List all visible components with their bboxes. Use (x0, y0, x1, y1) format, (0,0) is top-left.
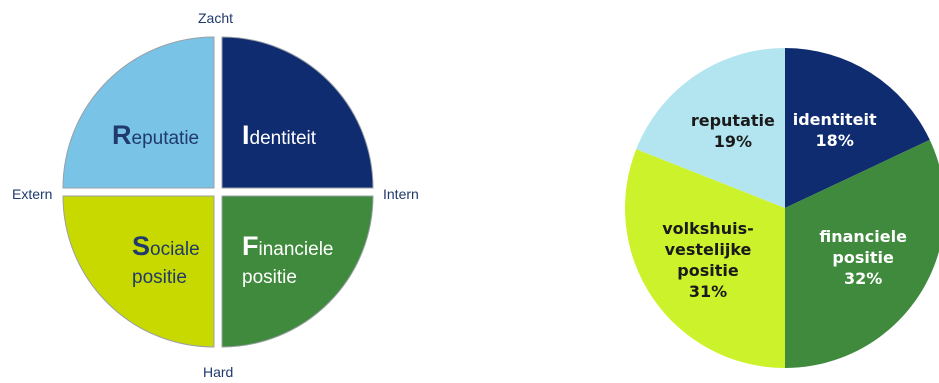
quadrant-sociale (62, 195, 215, 348)
pie-slice-3 (636, 48, 785, 208)
quadrant-text: inanciele (258, 239, 334, 260)
quadrant-initial: I (242, 120, 250, 150)
pie-percent-label: 19% (713, 132, 752, 152)
quadrant-financiele (221, 195, 374, 348)
pie-percent-label: 31% (688, 282, 728, 302)
quadrant-initial: F (242, 231, 259, 261)
quadrant-initial: R (112, 120, 132, 150)
axis-label-bottom: Hard (203, 364, 234, 380)
axis-label-left: Extern (12, 186, 53, 202)
quadrant-text: positie (242, 267, 297, 288)
quadrant-label-reputatie: Reputatie (112, 121, 199, 153)
pie-percent-label: 32% (843, 269, 883, 289)
pie-slice-0 (785, 48, 930, 208)
pie-slice-1 (785, 139, 939, 368)
pie-slice-label-2: volkshuis-vestelijke positie 31% (662, 218, 754, 302)
pie-category-label: vestelijke (664, 240, 752, 260)
pie-slice-label-3: reputatie 19% (691, 110, 775, 152)
pie-category-label: reputatie (690, 111, 775, 131)
quadrant-label-sociale: Sociale positie (132, 232, 200, 292)
quadrant-label-identiteit: Identiteit (242, 121, 316, 153)
quadrant-text: positie (132, 267, 187, 288)
pie-category-label: identiteit (792, 109, 877, 129)
pie-percent-label: 18% (815, 130, 854, 150)
quadrant-text: ociale (150, 239, 200, 260)
pie-category-label: volkshuis- (662, 219, 754, 239)
pie-slice-label-0: identiteit 18% (793, 109, 877, 151)
pie-category-label: positie (677, 261, 739, 281)
quadrant-text: dentiteit (249, 128, 317, 149)
quadrant-identiteit (221, 36, 374, 189)
quadrant-text: eputatie (131, 128, 200, 149)
pie-slice-label-1: financiele positie 32% (819, 226, 907, 289)
axis-label-right: Intern (383, 186, 419, 202)
pie-slice-2 (625, 149, 785, 368)
pie-category-label: positie (832, 248, 894, 268)
axis-label-top: Zacht (198, 10, 234, 26)
pie-category-label: financiele (819, 227, 907, 247)
quadrant-initial: S (132, 231, 151, 261)
quadrant-reputatie (62, 36, 215, 189)
quadrant-label-financiele: Financiele positie (242, 232, 334, 292)
